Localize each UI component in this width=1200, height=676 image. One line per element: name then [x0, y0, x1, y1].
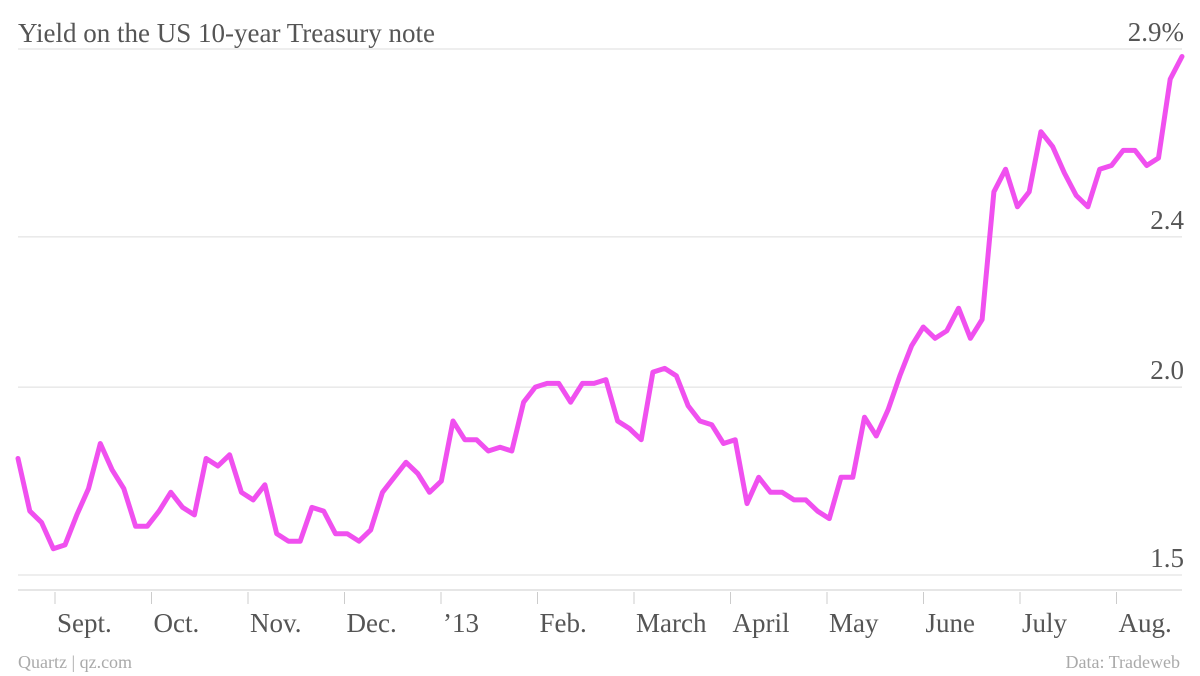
x-tick-label: March	[636, 608, 707, 638]
x-tick-label: ’13	[443, 608, 479, 638]
source: Quartz | qz.com	[18, 652, 132, 672]
y-tick-label: 1.5	[1150, 543, 1184, 573]
x-tick-label: Aug.	[1119, 608, 1172, 638]
chart-title: Yield on the US 10-year Treasury note	[18, 18, 435, 48]
y-tick-label: 2.0	[1150, 355, 1184, 385]
credit: Data: Tradeweb	[1066, 652, 1180, 672]
x-tick-label: Oct.	[154, 608, 200, 638]
x-tick-label: April	[733, 608, 790, 638]
x-tick-label: Feb.	[540, 608, 587, 638]
x-tick-label: June	[926, 608, 976, 638]
y-tick-label: 2.9%	[1128, 17, 1184, 47]
x-tick-label: Sept.	[57, 608, 112, 638]
x-tick-label: July	[1022, 608, 1068, 638]
y-tick-label: 2.4	[1150, 205, 1184, 235]
x-tick-label: May	[829, 608, 879, 638]
x-tick-label: Nov.	[250, 608, 302, 638]
line-series	[15, 54, 1185, 552]
x-tick-label: Dec.	[347, 608, 397, 638]
